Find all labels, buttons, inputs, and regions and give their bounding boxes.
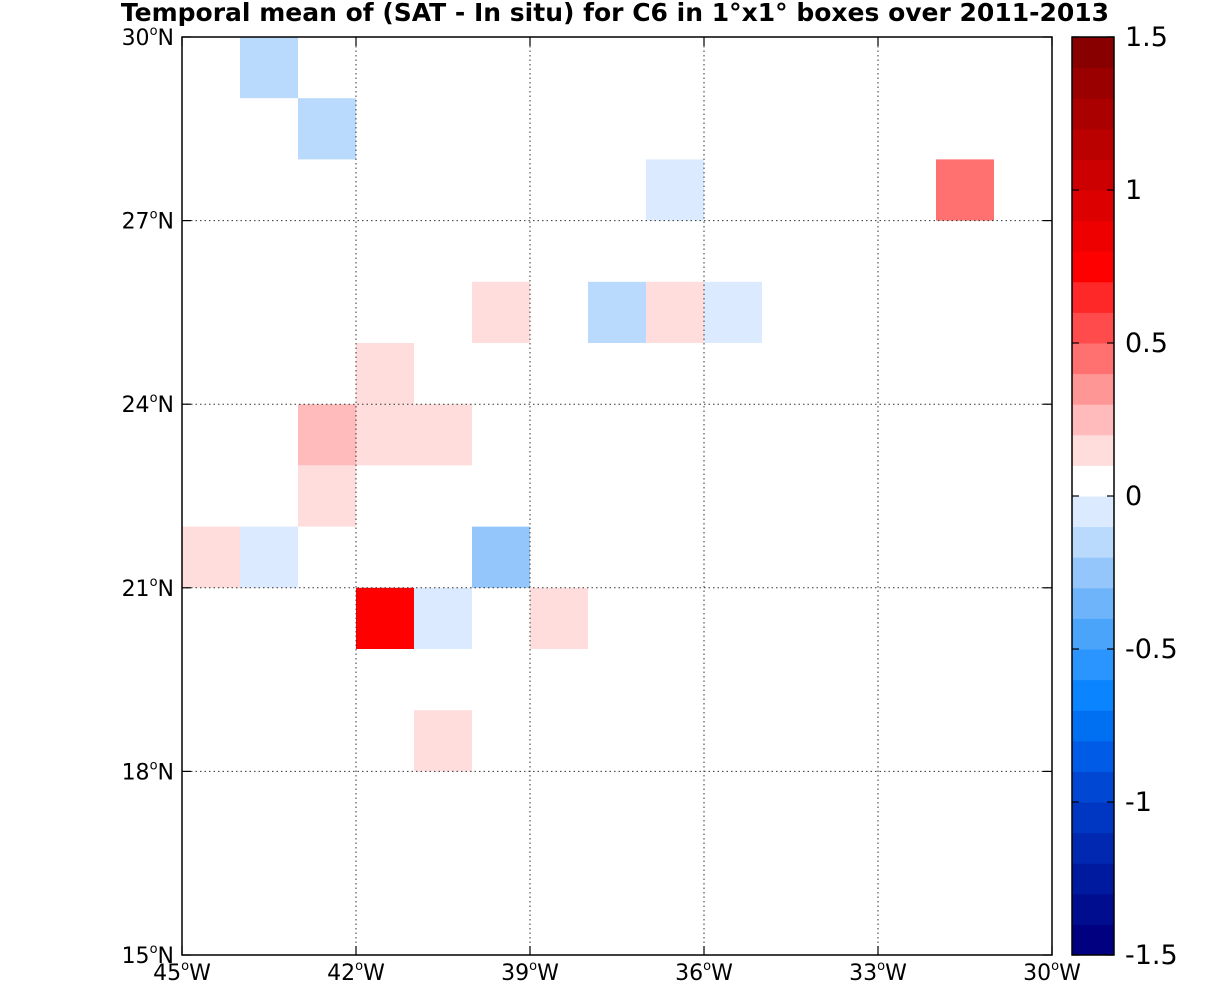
colorbar-tick-label: -1 — [1125, 787, 1152, 818]
colorbar-swatch — [1072, 220, 1114, 252]
heatmap-cell — [472, 281, 530, 343]
colorbar-swatch — [1072, 496, 1114, 528]
colorbar-swatch — [1072, 434, 1114, 466]
colorbar-tick-label: 1.5 — [1125, 22, 1168, 53]
chart-title: Temporal mean of (SAT - In situ) for C6 … — [121, 0, 1109, 27]
heatmap-cell — [646, 281, 704, 343]
colorbar-swatch — [1072, 832, 1114, 864]
heatmap-cell — [588, 281, 646, 343]
colorbar-swatch — [1072, 373, 1114, 405]
heatmap-cell — [240, 37, 298, 99]
colorbar-swatch — [1072, 281, 1114, 313]
heatmap-cell — [298, 404, 356, 466]
x-axis-tick-labels: 45oW 42oW 39oW 36oW 33oW 30oW — [153, 959, 1081, 984]
heatmap-cells — [182, 37, 994, 772]
colorbar-swatch — [1072, 557, 1114, 589]
heatmap-cell — [530, 587, 588, 649]
y-tick-label: 30oN — [122, 24, 174, 51]
heatmap-cell — [298, 98, 356, 160]
colorbar-tick-label: -0.5 — [1125, 634, 1178, 665]
colorbar-swatch — [1072, 740, 1114, 772]
heatmap-cell — [936, 159, 994, 221]
heatmap-cell — [472, 526, 530, 588]
grid-lines — [182, 37, 1052, 955]
colorbar-swatch — [1072, 526, 1114, 558]
y-tick-label: 15oN — [122, 942, 174, 969]
heatmap-cell — [356, 343, 414, 405]
y-tick-label: 21oN — [122, 575, 174, 602]
colorbar-swatch — [1072, 587, 1114, 619]
colorbar-swatch — [1072, 37, 1114, 69]
x-tick-label: 39oW — [501, 959, 559, 984]
x-tick-label: 33oW — [849, 959, 907, 984]
axis-tick-marks — [181, 36, 1053, 956]
y-axis-tick-labels: 15oN 18oN 21oN 24oN 27oN 30oN — [122, 24, 174, 969]
colorbar-swatch — [1072, 863, 1114, 895]
heatmap-cell — [182, 526, 240, 588]
colorbar-swatch — [1072, 771, 1114, 803]
colorbar-swatch — [1072, 618, 1114, 650]
colorbar-swatch — [1072, 679, 1114, 711]
colorbar-swatch — [1072, 190, 1114, 222]
colorbar-tick-label: 1 — [1125, 175, 1142, 206]
x-tick-label: 36oW — [675, 959, 733, 984]
heatmap-cell — [240, 526, 298, 588]
x-tick-label: 45oW — [153, 959, 211, 984]
heatmap-cell — [414, 404, 472, 466]
colorbar: 1.5 1 0.5 0 -0.5 -1 -1.5 — [1071, 22, 1178, 971]
colorbar-swatch — [1072, 710, 1114, 742]
colorbar-swatch — [1072, 312, 1114, 344]
colorbar-swatch — [1072, 404, 1114, 436]
heatmap-cell — [356, 404, 414, 466]
colorbar-tick-label: 0.5 — [1125, 328, 1168, 359]
colorbar-swatch — [1072, 924, 1114, 956]
colorbar-swatch — [1072, 893, 1114, 925]
heatmap-cell — [414, 587, 472, 649]
colorbar-swatch — [1072, 128, 1114, 160]
x-tick-label: 42oW — [327, 959, 385, 984]
heatmap-cell — [704, 281, 762, 343]
plot-area-frame — [181, 36, 1053, 956]
colorbar-tick-label: 0 — [1125, 481, 1142, 512]
x-tick-label: 30oW — [1023, 959, 1081, 984]
colorbar-swatch — [1072, 251, 1114, 283]
colorbar-swatch — [1072, 98, 1114, 130]
colorbar-tick-label: -1.5 — [1125, 940, 1178, 971]
heatmap-cell — [646, 159, 704, 221]
colorbar-swatch — [1072, 649, 1114, 681]
colorbar-swatch — [1072, 343, 1114, 375]
colorbar-swatch — [1072, 465, 1114, 497]
heatmap-cell — [298, 465, 356, 527]
y-tick-label: 18oN — [122, 758, 174, 785]
y-tick-label: 27oN — [122, 208, 174, 235]
colorbar-swatch — [1072, 802, 1114, 834]
y-tick-label: 24oN — [122, 391, 174, 418]
heatmap-cell — [414, 710, 472, 772]
heatmap-cell — [356, 587, 414, 649]
colorbar-swatch — [1072, 67, 1114, 99]
colorbar-swatch — [1072, 159, 1114, 191]
